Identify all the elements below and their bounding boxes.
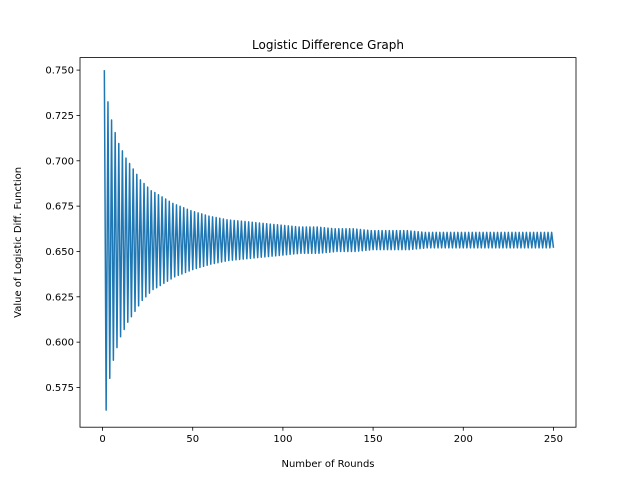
plot-area-frame [79,57,577,428]
y-tick-label: 0.625 [45,292,74,303]
y-tick-label: 0.575 [45,383,74,394]
x-tick-label: 250 [544,434,563,445]
chart-title: Logistic Difference Graph [252,38,404,52]
x-axis-ticks: 0 50 100 150 200 250 [99,427,563,445]
y-tick-label: 0.725 [45,111,74,122]
y-axis-label: Value of Logistic Diff. Function [13,167,24,318]
y-axis-ticks: 0.575 0.600 0.625 0.650 0.675 0.700 0.725 0.750 [45,66,80,394]
y-tick-label: 0.750 [45,66,74,77]
y-tick-label: 0.650 [45,247,74,258]
data-series-line [103,70,555,411]
x-tick-label: 150 [364,434,383,445]
x-tick-label: 0 [99,434,105,445]
x-tick-label: 50 [186,434,199,445]
y-tick-label: 0.600 [45,338,74,349]
series-line [103,70,555,411]
y-tick-label: 0.675 [45,202,74,213]
x-tick-label: 200 [454,434,473,445]
x-tick-label: 100 [273,434,292,445]
x-axis-label: Number of Rounds [281,459,374,470]
y-tick-label: 0.700 [45,156,74,167]
